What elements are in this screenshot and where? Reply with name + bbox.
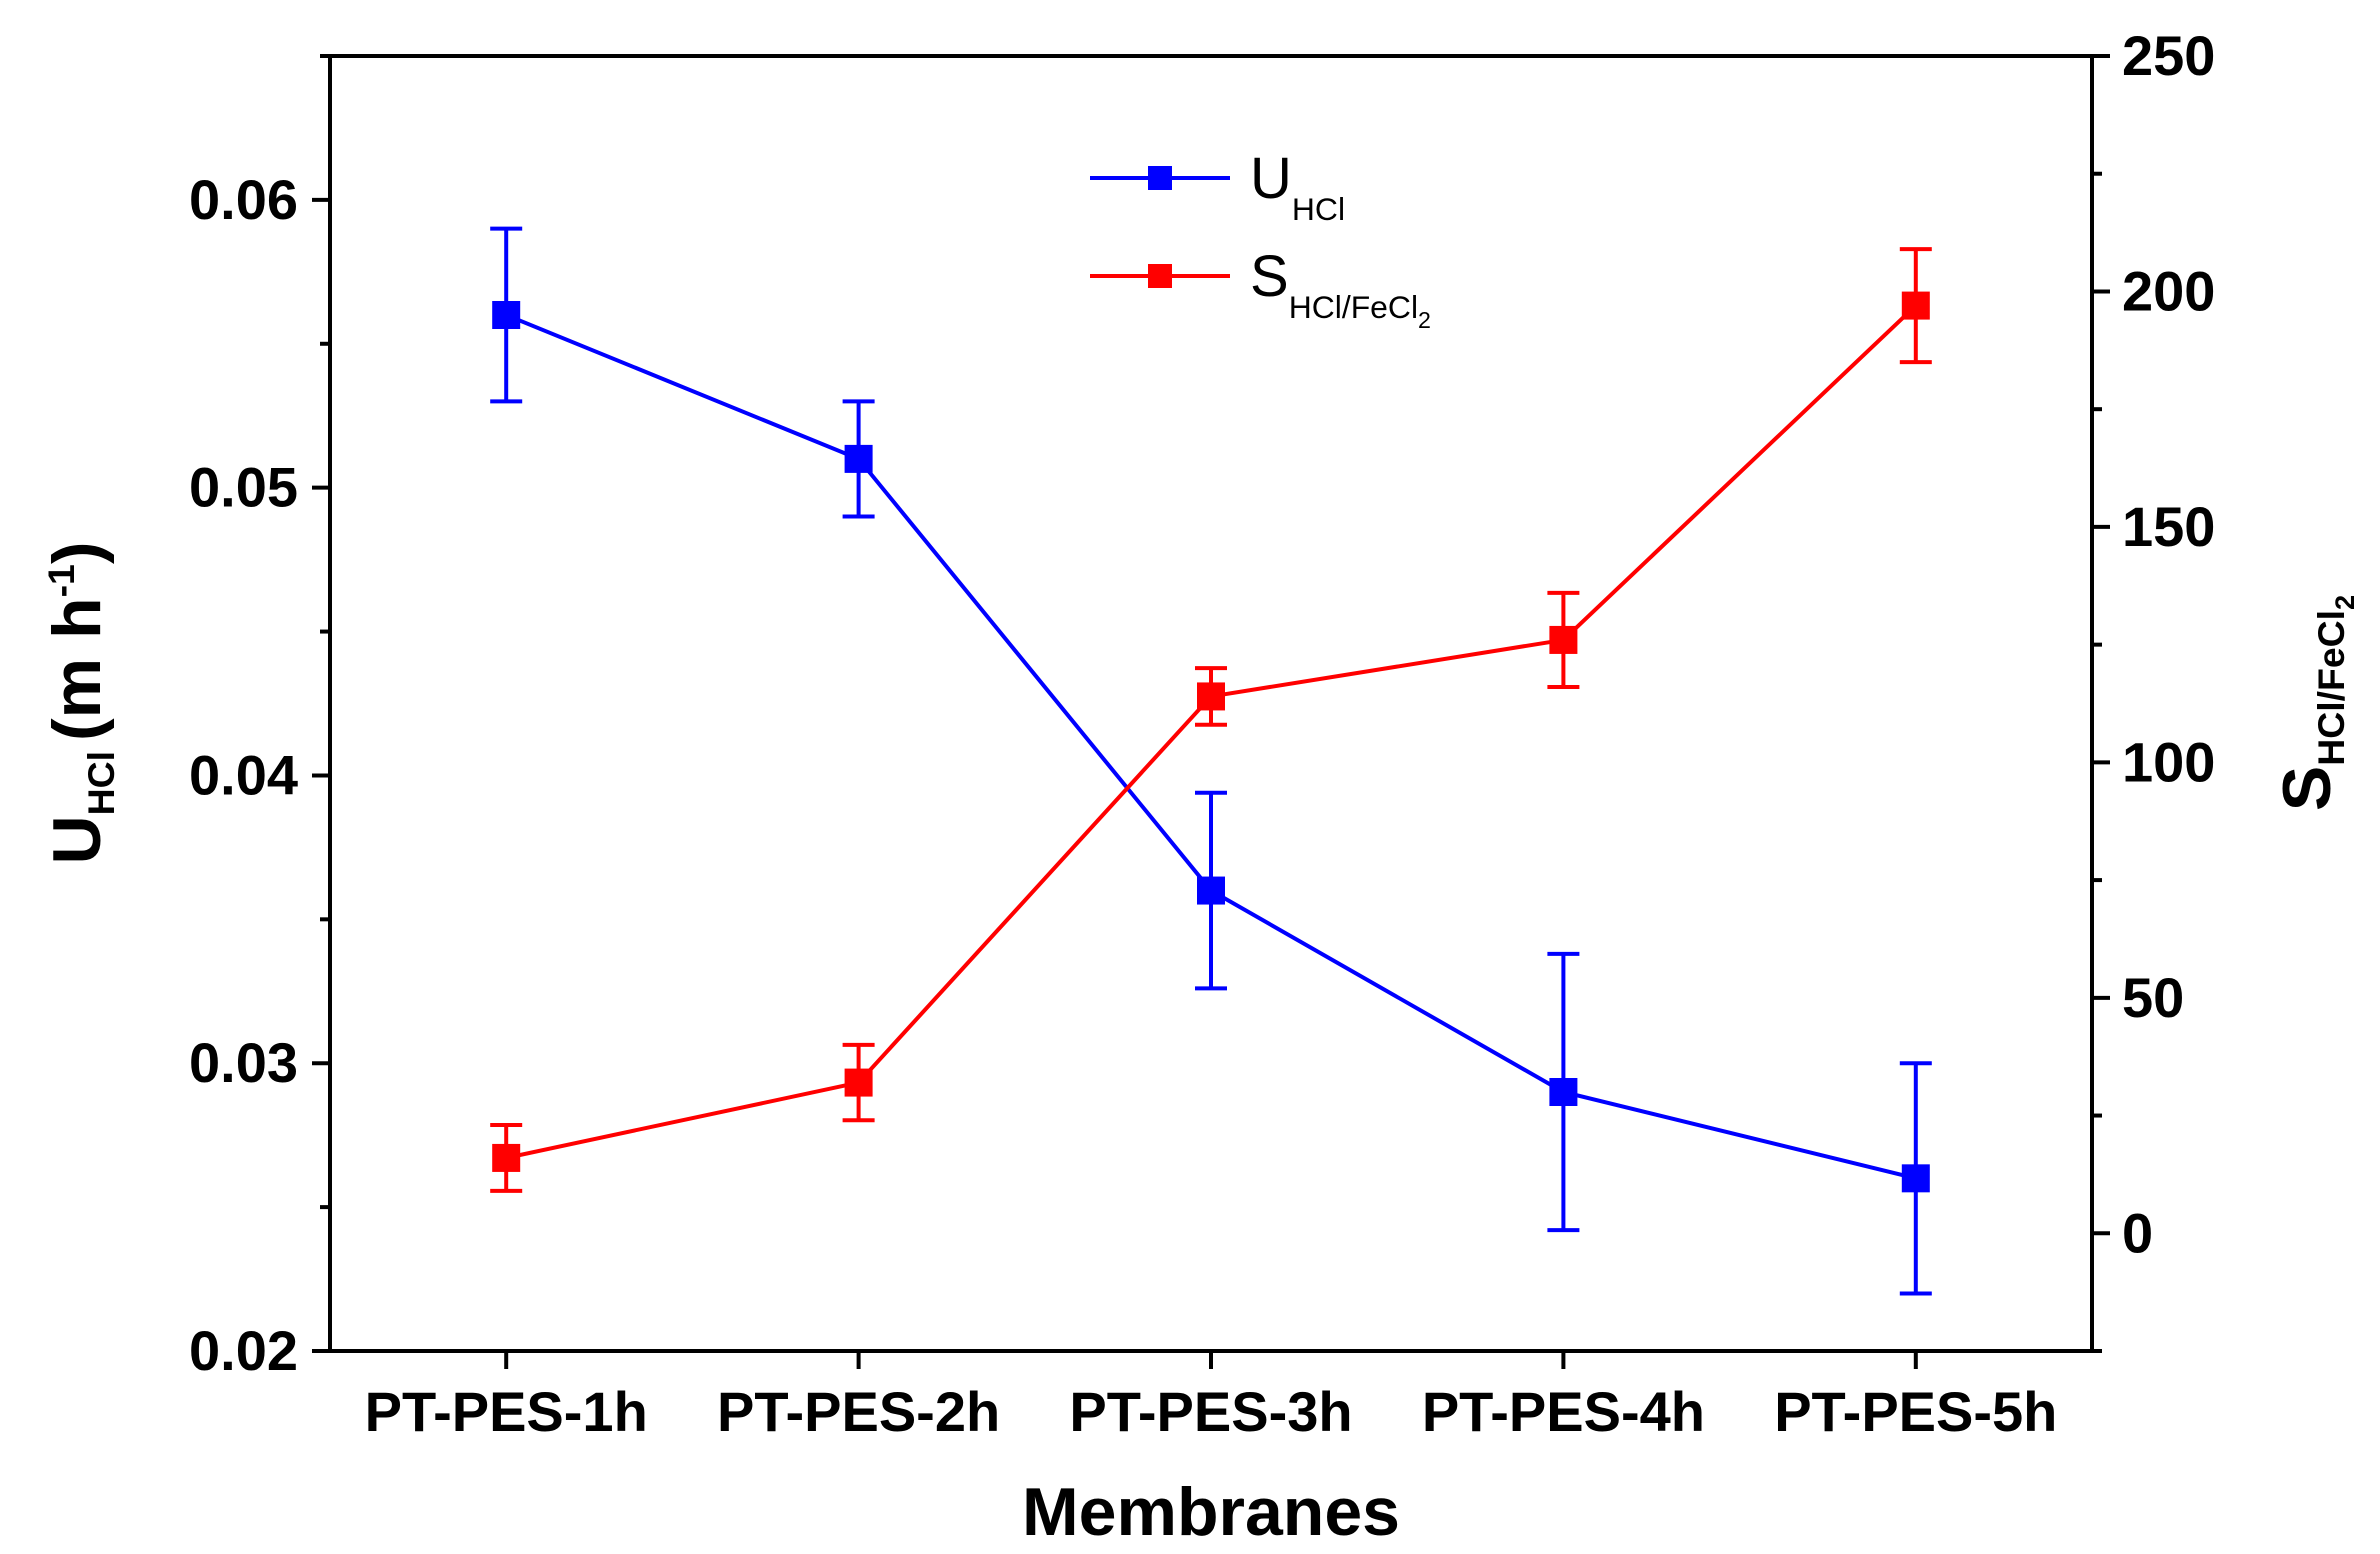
- x-tick-label: PT-PES-4h: [1422, 1380, 1705, 1443]
- right-tick-label: 200: [2122, 259, 2215, 322]
- data-point: [1549, 625, 1578, 654]
- series-line: [505, 304, 1918, 1160]
- legend-label-u-hcl: UHCl: [1250, 146, 1345, 227]
- right-tick-label: 150: [2122, 495, 2215, 558]
- series-1: [490, 247, 1932, 1193]
- legend-label-s-hcl-fecl2: SHCl/FeCl2: [1250, 244, 1431, 333]
- left-tick-label: 0.03: [189, 1031, 298, 1094]
- right-axis-title: SHCl/FeCl2: [2269, 595, 2360, 811]
- right-tick-label: 50: [2122, 966, 2184, 1029]
- right-axis-ticks: 0 50 100 150 200 250: [2092, 24, 2215, 1353]
- right-tick-label: 0: [2122, 1201, 2153, 1264]
- data-point: [1197, 682, 1225, 711]
- data-point: [492, 301, 521, 329]
- data-point: [1197, 876, 1225, 905]
- left-tick-label: 0.05: [189, 456, 298, 519]
- data-point: [1549, 1078, 1578, 1106]
- left-axis-ticks: 0.02 0.03 0.04 0.05 0.06: [189, 54, 330, 1382]
- x-axis-ticks: PT-PES-1h PT-PES-2h PT-PES-3h PT-PES-4h PT-P…: [365, 1351, 2057, 1443]
- x-tick-label: PT-PES-3h: [1069, 1380, 1352, 1443]
- right-tick-label: 250: [2122, 24, 2215, 87]
- x-axis-title: Membranes: [1022, 1474, 1400, 1550]
- right-tick-label: 100: [2122, 730, 2215, 793]
- left-tick-label: 0.02: [189, 1319, 298, 1382]
- left-axis-title: UHCl(m h-1): [39, 542, 122, 865]
- legend-marker-s-hcl-fecl2: [1148, 264, 1172, 288]
- data-point: [492, 1143, 521, 1172]
- left-tick-label: 0.06: [189, 168, 298, 231]
- left-tick-label: 0.04: [189, 743, 298, 806]
- data-point: [844, 1068, 873, 1097]
- data-point: [844, 444, 873, 473]
- x-tick-label: PT-PES-5h: [1774, 1380, 2057, 1443]
- series-layer: [490, 226, 1932, 1296]
- data-point: [1901, 291, 1930, 320]
- legend: UHCl SHCl/FeCl2: [1090, 146, 1431, 333]
- series-line: [505, 313, 1917, 1181]
- data-point: [1901, 1164, 1930, 1193]
- x-tick-label: PT-PES-1h: [365, 1380, 648, 1443]
- x-tick-label: PT-PES-2h: [717, 1380, 1000, 1443]
- series-0: [490, 226, 1932, 1296]
- legend-marker-u-hcl: [1148, 166, 1172, 190]
